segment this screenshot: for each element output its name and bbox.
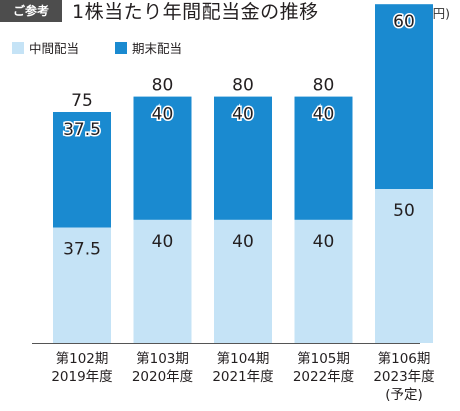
category-label-0-0: 第102期: [56, 350, 109, 367]
total-label-1: 80: [152, 76, 174, 96]
label-interim-2: 40: [232, 232, 254, 252]
label-final-2: 40: [232, 105, 254, 125]
total-label-4: 110: [388, 0, 420, 3]
label-final-3: 40: [313, 105, 335, 125]
chart-title: 1株当たり年間配当金の推移: [72, 1, 319, 23]
category-label-4-1: 2023年度: [373, 369, 434, 385]
bar-final-2: [214, 96, 272, 220]
label-interim-1: 40: [152, 232, 174, 252]
bar-final-4: [375, 4, 433, 190]
category-label-4-0: 第106期: [378, 350, 431, 367]
category-label-2-1: 2021年度: [212, 369, 273, 385]
label-interim-0: 37.5: [63, 240, 101, 260]
bar-final-3: [294, 96, 353, 220]
legend-item-interim: 中間配当: [12, 38, 79, 57]
category-label-4-2: (予定): [385, 387, 423, 403]
legend-label-final: 期末配当: [132, 41, 183, 56]
category-label-1-0: 第103期: [136, 350, 189, 367]
total-label-3: 80: [313, 76, 335, 96]
total-label-0: 75: [71, 91, 93, 111]
legend-item-final: 期末配当: [115, 38, 182, 57]
bar-interim-0: [53, 227, 111, 343]
category-label-1-1: 2020年度: [132, 369, 193, 385]
label-final-4: 60: [393, 12, 415, 32]
legend-swatch-final: [115, 42, 127, 54]
label-interim-4: 50: [393, 201, 415, 221]
category-label-3-0: 第105期: [297, 350, 350, 367]
category-label-3-1: 2022年度: [293, 369, 354, 385]
total-label-2: 80: [232, 76, 254, 96]
label-final-0: 37.5: [63, 120, 101, 140]
bar-interim-3: [294, 219, 353, 343]
category-label-2-0: 第104期: [217, 350, 270, 367]
label-interim-3: 40: [313, 232, 335, 252]
label-final-1: 40: [152, 105, 174, 125]
legend-label-interim: 中間配当: [29, 41, 80, 56]
bar-final-1: [133, 96, 192, 220]
bar-interim-4: [375, 189, 433, 343]
reference-badge: ご参考: [0, 0, 62, 22]
legend-swatch-interim: [12, 42, 24, 54]
category-label-0-1: 2019年度: [51, 369, 112, 385]
bar-interim-2: [214, 219, 272, 343]
bar-final-0: [53, 112, 111, 228]
bar-interim-1: [133, 219, 192, 343]
